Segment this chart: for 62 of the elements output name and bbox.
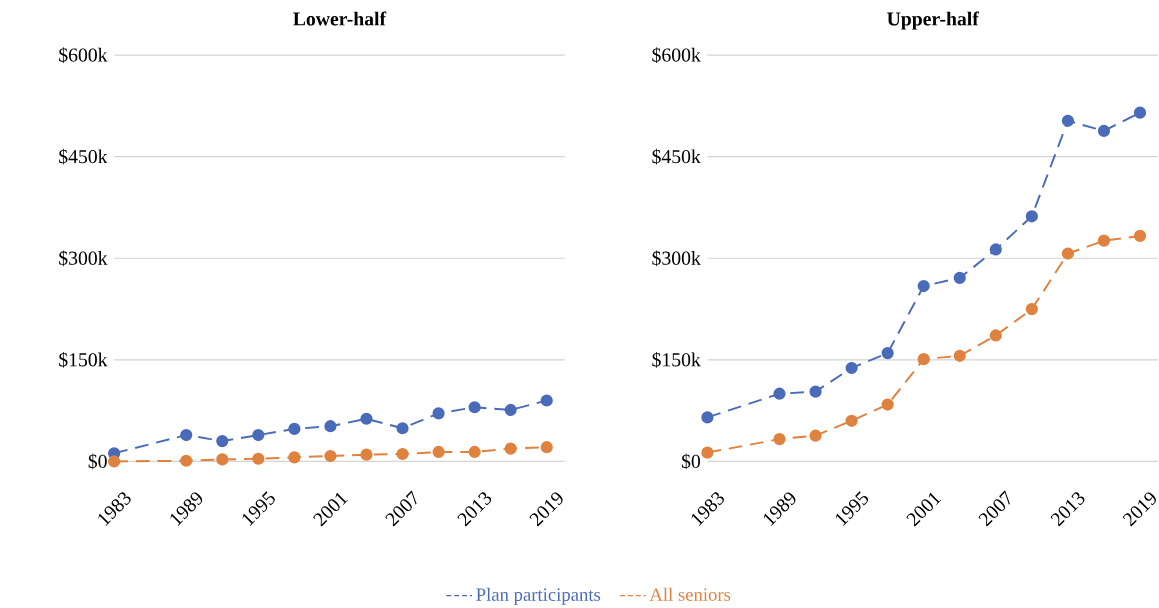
point [1133, 229, 1147, 243]
point [1097, 124, 1111, 138]
chart-title: Upper-half [887, 11, 980, 30]
point [989, 329, 1002, 342]
y-tick-label: $300k [652, 250, 701, 267]
y-tick-label: $0 [88, 453, 107, 470]
point [432, 407, 445, 420]
point [953, 349, 966, 362]
point [252, 428, 265, 442]
point [1133, 106, 1147, 119]
y-tick-label: $0 [681, 453, 701, 470]
point [324, 420, 337, 433]
point [252, 452, 265, 465]
point [917, 353, 930, 366]
point [360, 448, 373, 461]
point [809, 385, 822, 398]
point [1025, 210, 1038, 223]
point [396, 447, 409, 461]
point [773, 387, 786, 400]
y-tick-label: $450k [59, 148, 108, 165]
point [468, 445, 481, 459]
y-tick-label: $150k [59, 351, 108, 368]
point [216, 435, 229, 448]
point [845, 361, 858, 375]
y-tick-label: $150k [652, 351, 701, 368]
point [1025, 302, 1038, 316]
legend-label: Plan participants [476, 587, 601, 605]
point [701, 446, 714, 459]
point [288, 422, 301, 436]
point [504, 403, 517, 417]
y-tick-label: $300k [59, 250, 108, 267]
point [504, 442, 517, 455]
point [468, 401, 481, 414]
point [180, 428, 193, 442]
point [540, 441, 553, 454]
y-tick-label: $600k [652, 47, 701, 63]
point [216, 453, 229, 466]
point [396, 422, 409, 435]
point [360, 412, 373, 425]
point [288, 451, 301, 464]
point [1061, 114, 1074, 127]
point [108, 455, 121, 468]
point [953, 271, 966, 284]
point [917, 279, 930, 293]
point [540, 394, 553, 407]
point [773, 432, 786, 446]
point [432, 445, 445, 459]
y-tick-label: $600k [59, 47, 108, 63]
point [845, 414, 858, 427]
point [881, 398, 894, 411]
x-tick-label: 2001 [906, 492, 942, 527]
point [701, 411, 714, 424]
point [1097, 234, 1111, 247]
point [881, 346, 894, 360]
legend-label: All seniors [649, 587, 731, 601]
point [324, 449, 337, 463]
point [809, 429, 822, 442]
chart-title: Lower-half [293, 11, 387, 26]
point [1061, 247, 1074, 260]
point [180, 454, 193, 467]
point [989, 243, 1002, 256]
y-tick-label: $450k [652, 148, 701, 165]
